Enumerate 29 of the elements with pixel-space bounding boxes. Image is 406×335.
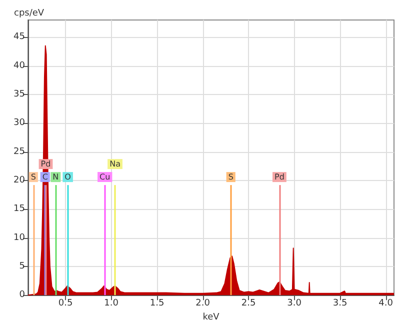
ref-line-label: Pd <box>40 160 51 169</box>
y-tick-label: 35 <box>14 90 25 100</box>
y-tick-label: 15 <box>14 204 25 214</box>
x-tick-label: 1.5 <box>150 298 164 309</box>
x-tick-label: 4.0 <box>378 298 394 309</box>
x-tick-label: 0.5 <box>58 298 73 309</box>
x-tick-label: 3.5 <box>332 298 348 309</box>
ref-line-label: S <box>30 172 36 182</box>
y-tick-label: 20 <box>14 175 26 186</box>
y-tick-label: 45 <box>14 32 25 42</box>
x-tick-label: 2.5 <box>241 298 256 309</box>
y-tick-label: 10 <box>14 232 26 243</box>
ref-line-label: S <box>228 172 234 182</box>
y-tick-label: 25 <box>14 146 25 157</box>
x-tick-label: 2.0 <box>196 298 210 309</box>
y-tick-label: 0 <box>19 290 26 300</box>
ref-line-label: O <box>64 172 71 182</box>
ref-line-label: Cu <box>100 172 110 182</box>
ref-line-label: Na <box>110 160 121 169</box>
y-tick-label: 30 <box>14 118 26 128</box>
x-axis-title: keV <box>202 312 220 322</box>
ref-line-label: Pd <box>274 172 284 182</box>
ref-line-label: C <box>42 172 48 182</box>
y-tick-label: 5 <box>19 261 25 272</box>
ref-line-label: N <box>52 172 59 182</box>
x-tick-label: 1.0 <box>104 298 119 309</box>
y-axis-title: cps/eV <box>14 8 45 18</box>
y-tick-label: 40 <box>14 60 26 71</box>
x-tick-label: 3.0 <box>287 298 302 309</box>
